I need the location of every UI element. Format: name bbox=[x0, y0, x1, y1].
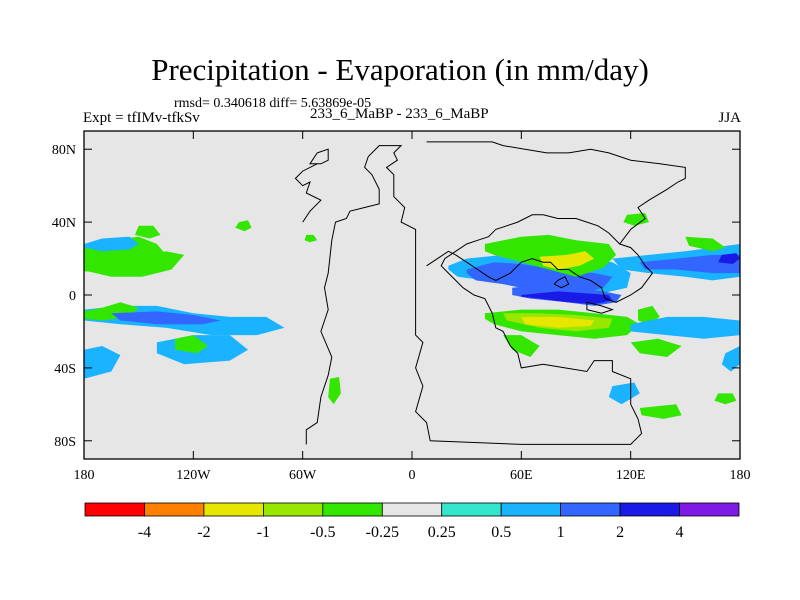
field-region-27 bbox=[685, 236, 726, 252]
field-region-12 bbox=[304, 234, 318, 243]
coastline-5 bbox=[294, 163, 322, 223]
axes-layer: 180 120W 60W 0 60E 120E 180 80N 40N 0 40S 80S bbox=[52, 131, 751, 483]
field-region-3 bbox=[135, 225, 161, 239]
colorbar-label: -4 bbox=[138, 524, 151, 541]
field-region-25 bbox=[639, 254, 740, 274]
field-region-1 bbox=[84, 236, 139, 252]
field-layer bbox=[84, 213, 740, 419]
coastline-1 bbox=[305, 145, 654, 445]
colorbar-label: -0.25 bbox=[366, 524, 399, 541]
colorbar-label: 1 bbox=[557, 524, 565, 541]
colorbar-swatch bbox=[500, 502, 562, 517]
colorbar-swatch bbox=[84, 502, 145, 517]
field-region-10 bbox=[328, 377, 341, 405]
field-region-29 bbox=[630, 316, 740, 339]
stats-text: rmsd= 0.340618 diff= 5.63869e-05 bbox=[174, 96, 372, 111]
expt-label: Expt = tfIMv-tfkSv bbox=[83, 110, 200, 126]
field-region-26 bbox=[718, 253, 740, 264]
colorbar-swatch bbox=[560, 502, 621, 517]
coastline-layer bbox=[294, 141, 686, 445]
coastline-2 bbox=[426, 141, 686, 245]
x-tick-label: 0 bbox=[409, 468, 416, 483]
colorbar-swatch bbox=[679, 502, 740, 517]
coastline-4 bbox=[586, 301, 614, 314]
colorbar-swatch bbox=[441, 502, 502, 517]
colorbar-swatch bbox=[619, 502, 680, 517]
x-tick-label: 120E bbox=[616, 468, 646, 483]
field-region-30 bbox=[630, 338, 682, 357]
case-label: 233_6_MaBP - 233_6_MaBP bbox=[310, 106, 489, 122]
field-region-31 bbox=[721, 346, 740, 372]
colorbar: -4 -2 -1 -0.5 -0.25 0.25 0.5 1 2 4 bbox=[84, 502, 740, 541]
coastline-0 bbox=[309, 148, 329, 165]
y-tick-label: 40N bbox=[52, 216, 76, 231]
colorbar-swatch bbox=[381, 502, 443, 517]
colorbar-label: -0.5 bbox=[310, 524, 335, 541]
field-region-28 bbox=[623, 213, 649, 226]
field-region-2 bbox=[87, 251, 185, 277]
colorbar-label: 0.25 bbox=[428, 524, 456, 541]
field-region-15 bbox=[466, 262, 613, 295]
field-region-9 bbox=[175, 335, 208, 354]
field-region-6 bbox=[111, 311, 221, 325]
x-tick-label: 120W bbox=[176, 468, 211, 483]
y-tick-label: 80S bbox=[54, 435, 76, 450]
colorbar-label: -2 bbox=[197, 524, 210, 541]
colorbar-label: 4 bbox=[676, 524, 684, 541]
field-region-34 bbox=[714, 393, 737, 405]
field-region-17 bbox=[521, 291, 613, 305]
y-tick-label: 40S bbox=[54, 362, 76, 377]
colorbar-label: -1 bbox=[257, 524, 270, 541]
y-tick-label: 0 bbox=[69, 289, 76, 304]
field-region-11 bbox=[235, 220, 252, 232]
x-tick-label: 60W bbox=[289, 468, 317, 483]
x-tick-label: 180 bbox=[730, 468, 751, 483]
chart-title: Precipitation - Evaporation (in mm/day) bbox=[151, 52, 649, 87]
field-region-33 bbox=[608, 382, 640, 405]
coastline-3 bbox=[553, 276, 570, 289]
x-tick-label: 60E bbox=[510, 468, 533, 483]
y-tick-label: 80N bbox=[52, 143, 76, 158]
colorbar-label: 2 bbox=[616, 524, 624, 541]
field-region-22 bbox=[521, 316, 595, 328]
colorbar-label: 0.5 bbox=[491, 524, 511, 541]
field-region-18 bbox=[484, 234, 617, 277]
season-label: JJA bbox=[718, 110, 741, 126]
x-tick-label: 180 bbox=[74, 468, 95, 483]
colorbar-swatch bbox=[144, 502, 205, 517]
colorbar-swatch bbox=[203, 502, 264, 517]
field-region-32 bbox=[639, 404, 682, 419]
field-region-23 bbox=[503, 335, 540, 357]
colorbar-swatch bbox=[322, 502, 383, 517]
colorbar-swatch bbox=[262, 502, 324, 517]
field-region-7 bbox=[84, 346, 121, 379]
